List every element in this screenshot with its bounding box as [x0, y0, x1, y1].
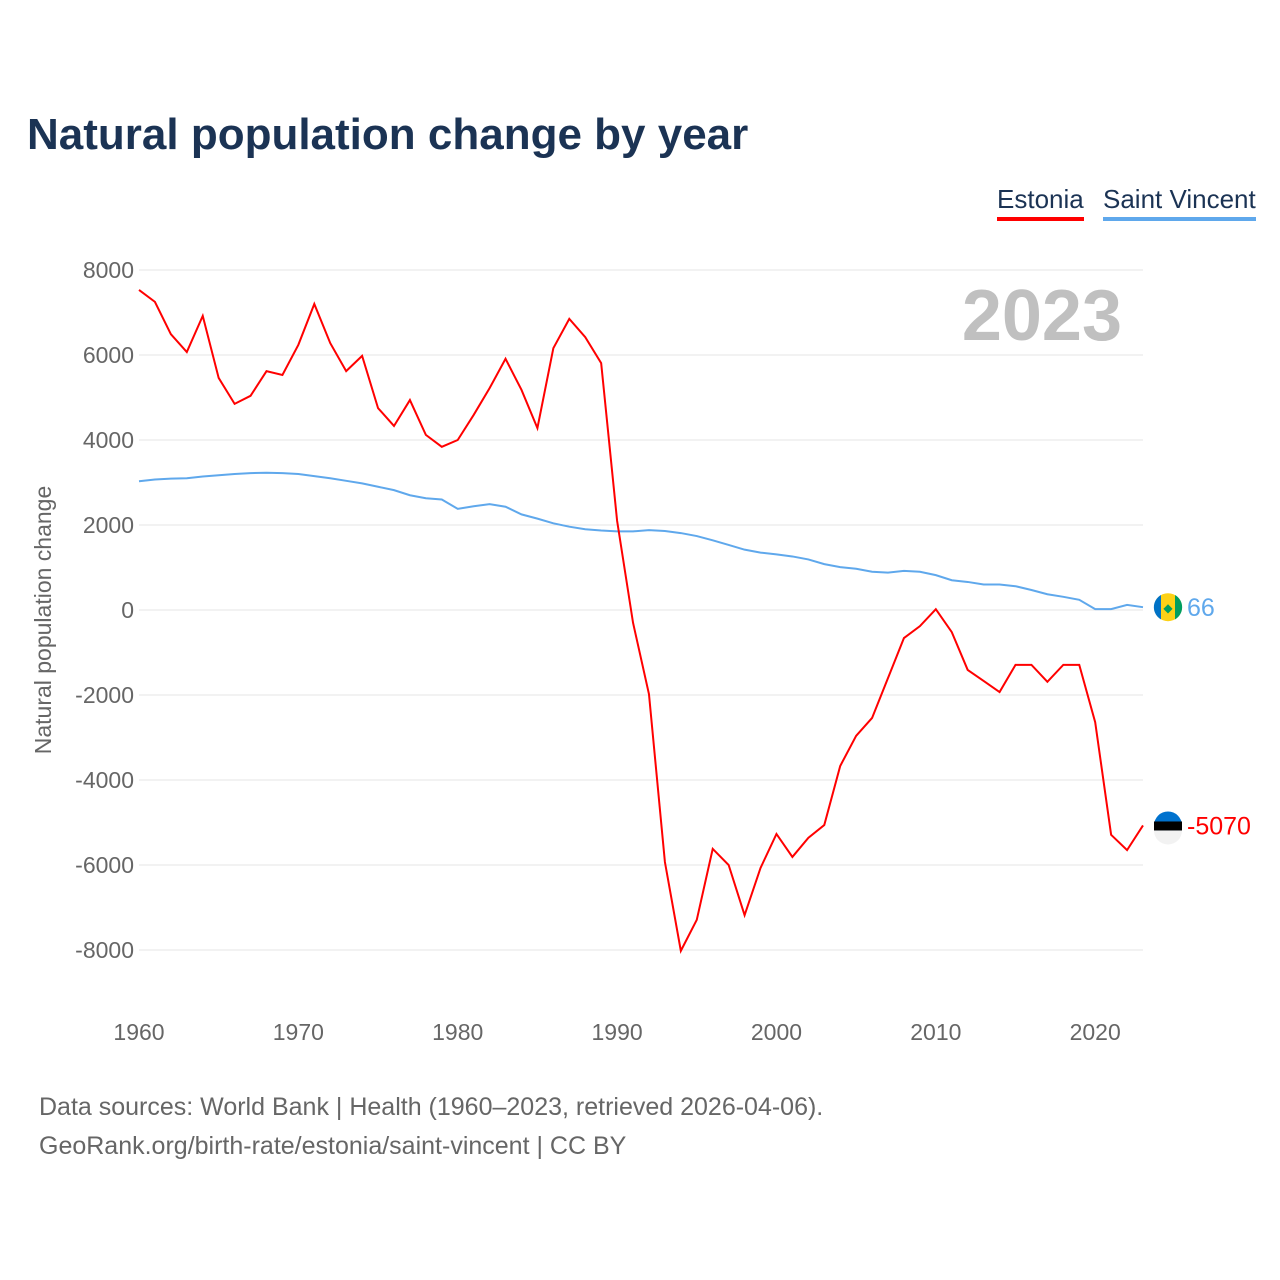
y-tick-label: 8000	[83, 257, 134, 283]
x-tick-label: 1980	[432, 1019, 483, 1045]
source-line-1: Data sources: World Bank | Health (1960–…	[39, 1093, 824, 1121]
y-tick-label: -8000	[75, 937, 134, 963]
series-line-estonia	[138, 289, 1144, 954]
svg-text:◆: ◆	[1163, 601, 1173, 615]
legend-estonia[interactable]: Estonia	[997, 184, 1084, 221]
estonia-flag-icon	[1154, 811, 1182, 845]
y-tick-label: 2000	[83, 512, 134, 538]
source-line-2: GeoRank.org/birth-rate/estonia/saint-vin…	[39, 1132, 627, 1160]
source-note: Data sources: World Bank | Health (1960–…	[39, 1088, 823, 1166]
chart-title: Natural population change by year	[27, 110, 749, 159]
saint-vincent-flag-icon: ◆	[1153, 593, 1183, 622]
legend-saint-vincent[interactable]: Saint Vincent	[1103, 184, 1256, 221]
end-value-label: -5070	[1187, 812, 1251, 840]
y-tick-label: -4000	[75, 767, 134, 793]
x-tick-label: 1960	[113, 1019, 164, 1045]
x-tick-label: 1990	[592, 1019, 643, 1045]
y-tick-label: 4000	[83, 427, 134, 453]
end-value-label: 66	[1187, 594, 1215, 622]
y-tick-label: 6000	[83, 342, 134, 368]
y-tick-label: 0	[121, 597, 134, 623]
x-tick-label: 2000	[751, 1019, 802, 1045]
y-tick-label: -2000	[75, 682, 134, 708]
series-line-saint-vincent	[138, 471, 1144, 611]
y-axis-label: Natural population change	[30, 486, 56, 755]
x-tick-label: 2020	[1070, 1019, 1121, 1045]
x-tick-label: 1970	[273, 1019, 324, 1045]
year-watermark: 2023	[962, 276, 1122, 356]
x-tick-label: 2010	[910, 1019, 961, 1045]
y-tick-label: -6000	[75, 852, 134, 878]
